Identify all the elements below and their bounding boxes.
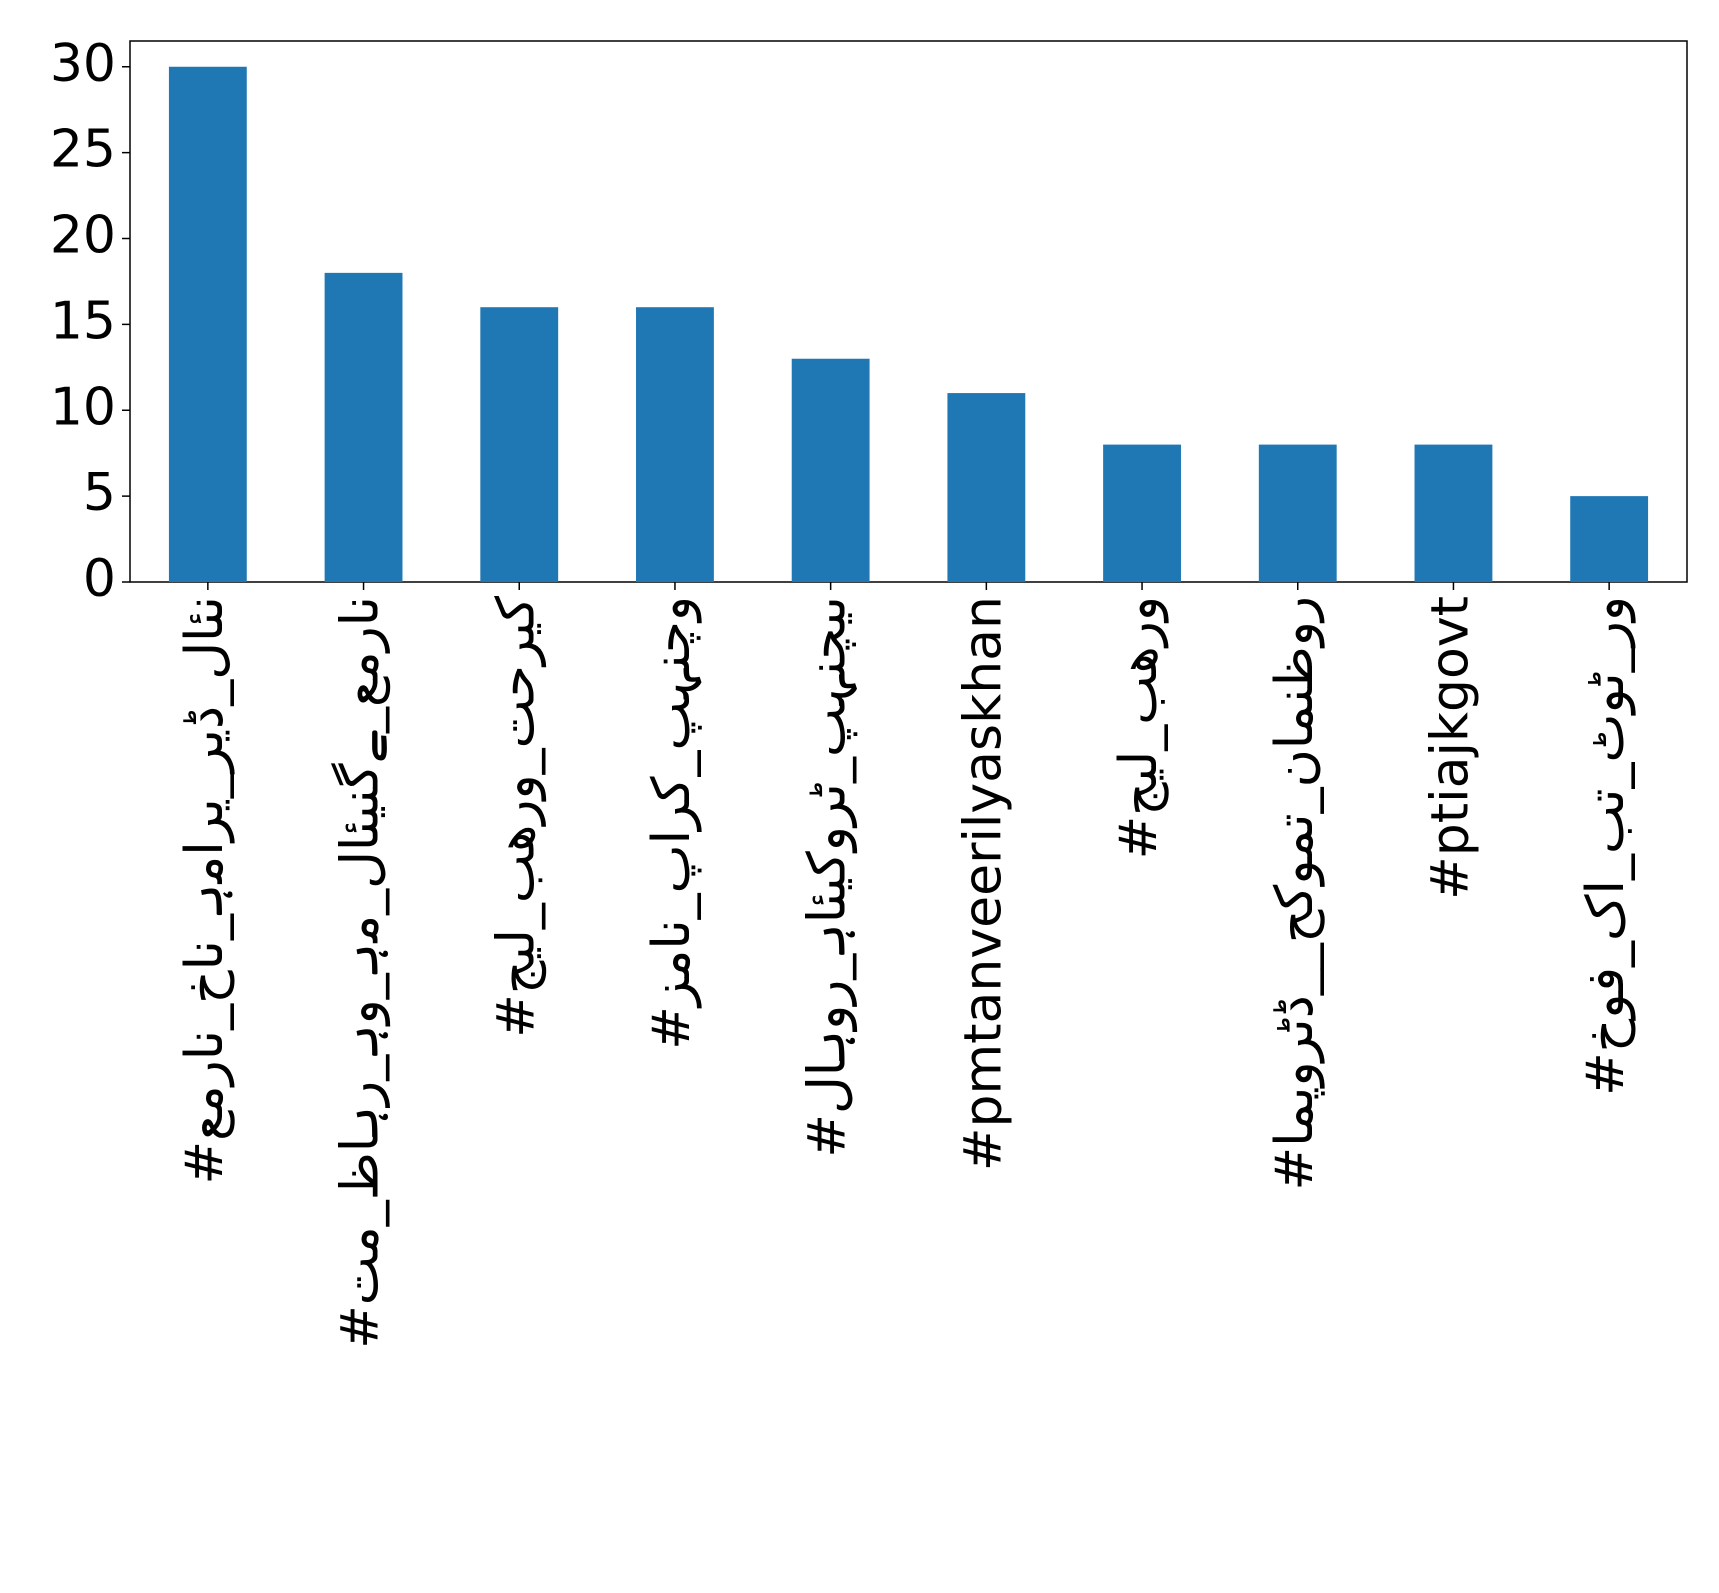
x-tick-label: #جیل_بھرو_تحریک xyxy=(486,596,546,1038)
bar xyxy=(791,358,870,582)
bar xyxy=(1570,496,1649,582)
x-tick-label: #لاہور_ہائیکورٹ_پہنچیں xyxy=(798,596,858,1158)
y-tick-label: 25 xyxy=(50,120,116,180)
x-tick-label: #عمران_خان_ہماری_ریڈ_لائن xyxy=(175,596,235,1184)
x-tick-label: #ptiajkgovt xyxy=(1420,596,1480,900)
bar xyxy=(1258,444,1337,582)
x-tick-label: #زمان_پارک_پہنچو xyxy=(642,596,702,1050)
x-tick-label: #امپورٹڈ__حکومت_نامنظور xyxy=(1265,596,1325,1191)
y-tick-label: 20 xyxy=(50,206,116,266)
bar xyxy=(1414,444,1493,582)
bar xyxy=(324,272,403,582)
y-tick-label: 0 xyxy=(83,549,116,609)
bar xyxy=(947,393,1026,582)
y-tick-label: 30 xyxy=(50,34,116,94)
x-tick-label: #جیل_بھرو xyxy=(1109,596,1169,859)
x-tick-label: #pmtanveerilyaskhan xyxy=(953,596,1013,1171)
plot-frame xyxy=(129,40,1688,583)
y-tick-label: 10 xyxy=(50,377,116,437)
bar xyxy=(636,307,714,582)
bar xyxy=(168,66,247,582)
bar xyxy=(480,307,559,582)
y-tick-label: 5 xyxy=(83,463,116,523)
bar xyxy=(1103,444,1181,582)
x-tick-label: #خوف_کا_بت_ٹوٹ_رو xyxy=(1576,596,1636,1096)
x-tick-label: #تم_ظاہر_ہو_ہم_لائینگے_عمران xyxy=(331,596,391,1349)
y-tick-label: 15 xyxy=(50,291,116,351)
